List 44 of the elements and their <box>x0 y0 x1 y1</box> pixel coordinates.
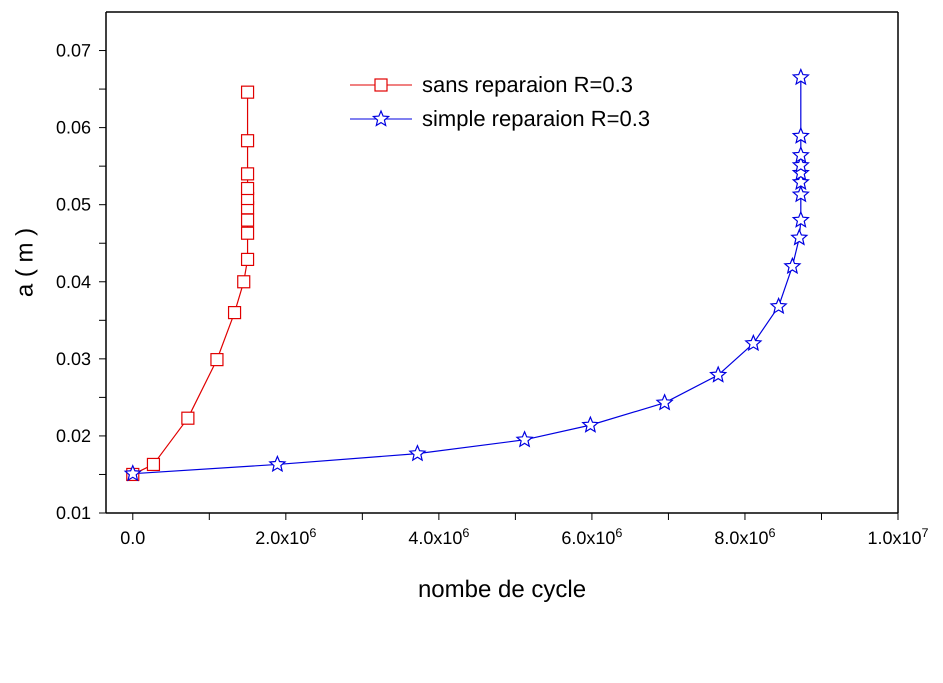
point <box>516 431 533 447</box>
y-tick-label: 0.07 <box>56 40 91 61</box>
point <box>792 212 810 228</box>
point <box>240 134 254 148</box>
y-tick-label: 0.04 <box>56 272 91 292</box>
legend-label: simple reparaion R=0.3 <box>422 106 650 132</box>
point <box>770 298 787 314</box>
point <box>240 226 254 240</box>
point <box>240 182 254 196</box>
point <box>409 445 426 461</box>
point <box>791 229 808 245</box>
point <box>710 366 726 382</box>
point <box>656 394 673 410</box>
y-tick-label: 0.03 <box>56 348 91 369</box>
x-tick-label: 0.0 <box>120 528 146 548</box>
x-tick-label: 6.0x10$^{6}$ <box>561 526 622 548</box>
x-axis-title: nombe de cycle <box>418 576 586 603</box>
point <box>792 186 810 202</box>
point <box>792 68 810 85</box>
point <box>792 127 810 144</box>
point <box>240 252 254 266</box>
point <box>582 416 599 432</box>
point <box>240 214 254 227</box>
point <box>240 167 254 180</box>
point <box>745 334 762 351</box>
x-tick-label: 2.0x10$^{6}$ <box>255 526 316 548</box>
legend-label: sans reparaion R=0.3 <box>422 72 633 98</box>
point <box>237 275 250 288</box>
point <box>784 258 801 274</box>
x-tick-label: 4.0x10$^{6}$ <box>408 526 470 548</box>
point <box>240 86 254 99</box>
x-tick-label: 1.0x10$^{7}$ <box>867 526 929 548</box>
point <box>210 353 224 366</box>
y-tick-label: 0.06 <box>56 118 91 138</box>
y-tick-label: 0.02 <box>56 426 91 446</box>
y-axis-title: a ( m ) <box>12 228 39 298</box>
point <box>181 412 194 425</box>
y-tick-label: 0.05 <box>56 194 91 215</box>
point <box>228 306 242 320</box>
point <box>146 458 160 472</box>
point <box>269 456 286 472</box>
x-tick-label: 8.0x10$^{6}$ <box>714 526 776 548</box>
y-tick-label: 0.01 <box>56 503 91 523</box>
point <box>792 146 810 162</box>
